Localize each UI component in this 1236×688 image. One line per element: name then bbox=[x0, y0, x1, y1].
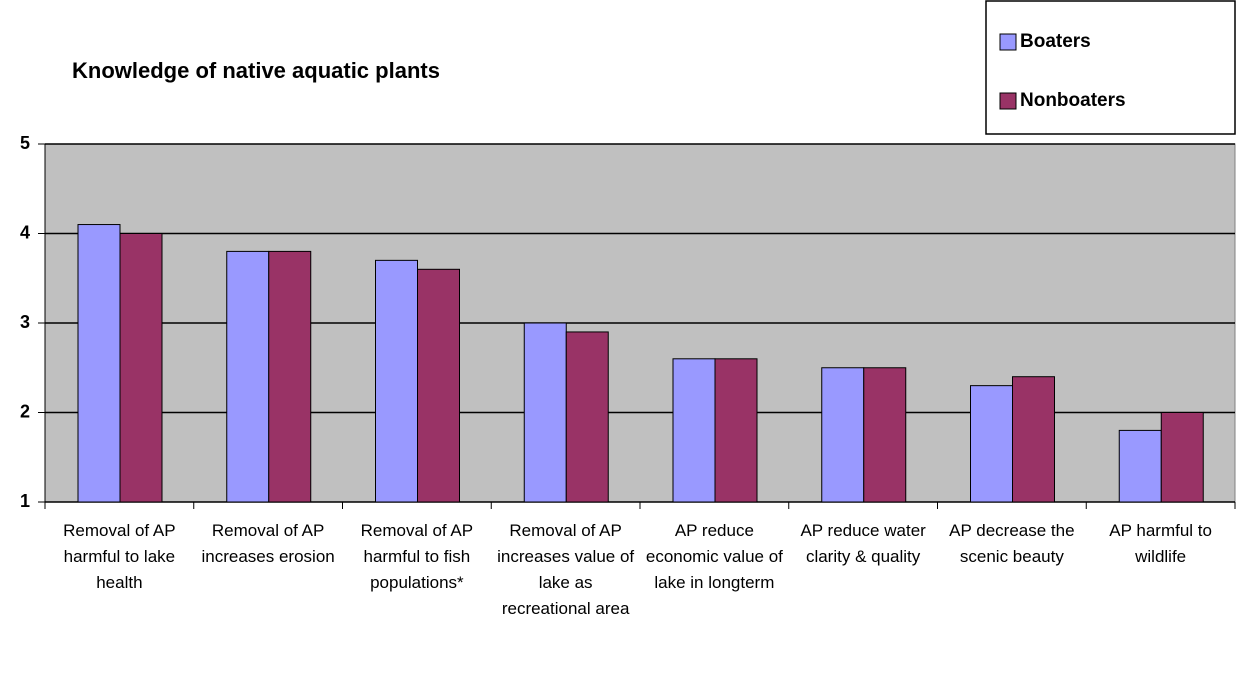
bar bbox=[226, 250, 270, 503]
y-tick-label: 2 bbox=[20, 401, 30, 421]
bar bbox=[1012, 376, 1055, 503]
bar bbox=[970, 385, 1013, 503]
legend-label: Boaters bbox=[1020, 31, 1091, 52]
chart-title: Knowledge of native aquatic plants bbox=[72, 58, 440, 83]
bar bbox=[268, 250, 312, 503]
bar bbox=[714, 358, 758, 503]
bar bbox=[1160, 412, 1204, 503]
legend-swatch bbox=[999, 92, 1017, 110]
bar bbox=[821, 367, 865, 503]
bar bbox=[863, 367, 907, 503]
x-tick-label: AP harmful to wildlife bbox=[1109, 521, 1212, 566]
bar bbox=[417, 268, 460, 503]
x-tick-label: Removal of AP harmful to lake health bbox=[63, 521, 176, 592]
bar bbox=[565, 331, 609, 503]
bar bbox=[523, 322, 567, 503]
x-tick-label: Removal of AP harmful to fish population… bbox=[360, 521, 474, 592]
x-tick-label: Removal of AP increases erosion bbox=[201, 521, 335, 566]
y-tick-label: 5 bbox=[20, 133, 30, 153]
bar bbox=[77, 224, 121, 503]
x-tick-label: AP decrease the scenic beauty bbox=[949, 521, 1075, 566]
legend-swatch bbox=[999, 33, 1017, 51]
bar bbox=[672, 358, 716, 503]
x-tick-label: Removal of AP increases value of lake as… bbox=[497, 521, 635, 618]
y-tick-label: 3 bbox=[20, 312, 30, 332]
legend-label: Nonboaters bbox=[1020, 90, 1126, 111]
y-tick-label: 4 bbox=[20, 222, 30, 242]
x-tick-label: AP reduce water clarity & quality bbox=[800, 521, 926, 566]
y-tick-label: 1 bbox=[20, 491, 30, 511]
bar bbox=[119, 233, 163, 503]
bar bbox=[1118, 429, 1162, 503]
x-tick-label: AP reduce economic value of lake in long… bbox=[645, 521, 783, 592]
legend-box bbox=[985, 0, 1236, 135]
bar bbox=[375, 259, 418, 503]
